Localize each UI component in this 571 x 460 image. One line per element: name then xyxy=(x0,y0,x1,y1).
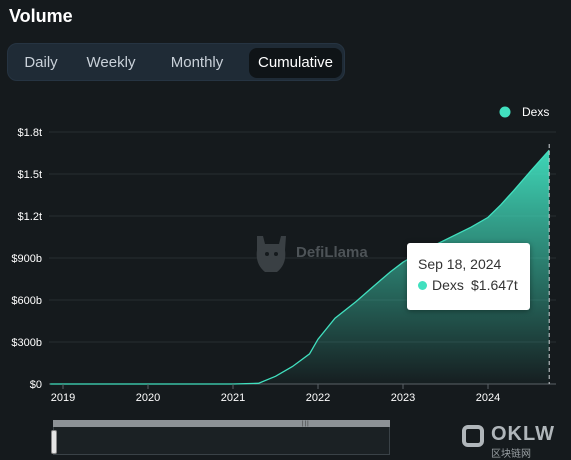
defillama-logo-icon xyxy=(253,234,289,274)
legend-marker xyxy=(499,106,511,118)
tab-monthly[interactable]: Monthly xyxy=(170,54,224,71)
y-tick-label: $300b xyxy=(11,337,42,349)
x-tick-label: 2024 xyxy=(476,392,500,404)
view-tabs: Daily Weekly Monthly Cumulative xyxy=(7,43,345,81)
corner-watermark: OKLW 区块链网 xyxy=(462,421,571,460)
y-tick-label: $0 xyxy=(30,379,42,391)
tab-cumulative[interactable]: Cumulative xyxy=(249,48,342,78)
y-tick-label: $600b xyxy=(11,295,42,307)
y-tick-label: $1.8t xyxy=(18,127,42,139)
oklw-logo-icon xyxy=(462,425,484,447)
series-area-fill xyxy=(50,150,550,384)
series-line xyxy=(50,149,550,385)
corner-watermark-subtext: 区块链网 xyxy=(491,449,531,460)
chart-tooltip: Sep 18, 2024 Dexs $1.647t xyxy=(407,243,530,310)
tooltip-date: Sep 18, 2024 xyxy=(418,256,502,272)
range-slider-bar[interactable] xyxy=(53,420,390,427)
y-tick-label: $1.2t xyxy=(18,211,42,223)
legend: Dexs xyxy=(499,105,549,119)
x-tick-label: 2022 xyxy=(306,392,330,404)
range-slider-grip-icon[interactable]: ||| xyxy=(302,421,310,427)
tooltip-series-name: Dexs xyxy=(432,277,464,293)
tooltip-series-value: $1.647t xyxy=(471,277,518,293)
y-tick-label: $900b xyxy=(11,253,42,265)
y-tick-label: $1.5t xyxy=(18,169,42,181)
tab-daily[interactable]: Daily xyxy=(24,54,58,71)
x-tick-label: 2019 xyxy=(51,392,75,404)
tooltip-series-dot xyxy=(418,281,427,290)
axes: $0 $300b $600b $900b $1.2t $1.5t $1.8t 2019 2020… xyxy=(11,127,550,404)
page-title: Volume xyxy=(9,6,73,26)
x-tick-label: 2023 xyxy=(391,392,415,404)
legend-label: Dexs xyxy=(522,105,549,119)
defillama-watermark: DefiLlama xyxy=(296,244,368,261)
range-slider-left-handle[interactable] xyxy=(51,430,57,454)
x-tick-label: 2021 xyxy=(221,392,245,404)
x-tick-label: 2020 xyxy=(136,392,160,404)
series-area xyxy=(50,149,550,385)
corner-watermark-text: OKLW xyxy=(491,423,555,445)
tab-weekly[interactable]: Weekly xyxy=(86,54,136,71)
